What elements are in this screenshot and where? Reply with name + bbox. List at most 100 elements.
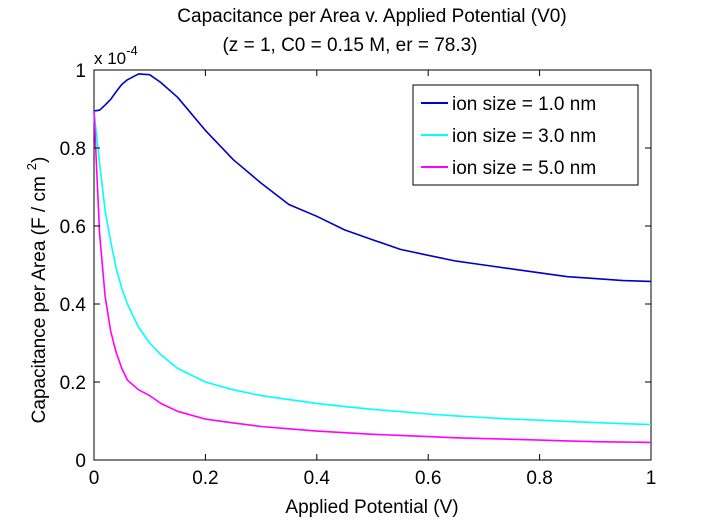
series-2-point [160, 354, 162, 356]
series-1-point [177, 97, 179, 99]
series-3-point [260, 426, 262, 428]
series-1-point [455, 260, 457, 262]
series-3-point [650, 442, 652, 444]
series-3-point [104, 295, 106, 297]
series-2-point [288, 399, 290, 401]
x-tick-label: 0 [89, 468, 100, 489]
series-3-point [116, 352, 118, 354]
series-2-point [567, 421, 569, 423]
series-2-point [121, 288, 123, 290]
series-3-point [121, 368, 123, 370]
series-3-point [316, 430, 318, 432]
series-1-point [160, 82, 162, 84]
series-1-point [205, 130, 207, 132]
series-3-point [622, 441, 624, 443]
series-3-point [455, 437, 457, 439]
series-2-point [650, 424, 652, 426]
chart-title: Capacitance per Area v. Applied Potentia… [177, 6, 566, 27]
series-line-2 [93, 110, 652, 426]
series-2-point [99, 163, 101, 165]
series-2-point [127, 303, 129, 305]
series-3-point [372, 434, 374, 436]
series-1-point [539, 272, 541, 274]
series-2-point [511, 418, 513, 420]
series-2-point [177, 368, 179, 370]
series-3-point [511, 439, 513, 441]
series-2-point [344, 406, 346, 408]
chart-subtitle: (z = 1, C0 = 0.15 M, er = 78.3) [222, 35, 477, 56]
series-3-point [344, 432, 346, 434]
series-1-point [260, 182, 262, 184]
series-1-point [483, 264, 485, 266]
legend-entry-2: ion size = 3.0 nm [452, 126, 596, 147]
series-2-point [260, 395, 262, 397]
y-axis-label-main: Capacitance per Area (F / cm [29, 176, 50, 423]
series-3-point [233, 422, 235, 424]
y-tick-label: 0.2 [60, 373, 86, 394]
series-2-point [316, 403, 318, 405]
series-lines [93, 73, 652, 444]
series-1-point [316, 216, 318, 218]
legend-entry-1: ion size = 1.0 nm [452, 94, 596, 115]
y-exponent-base: x 10 [94, 49, 126, 68]
series-3-point [177, 411, 179, 413]
series-2-point [233, 389, 235, 391]
y-axis-label-superscript: 2 [24, 163, 39, 170]
series-1-point [99, 109, 101, 111]
y-tick-label: 0.8 [60, 139, 86, 160]
series-3-point [539, 439, 541, 441]
series-3-point [288, 428, 290, 430]
series-1-point [400, 249, 402, 251]
series-3-point [138, 389, 140, 391]
legend: ion size = 1.0 nm ion size = 3.0 nm ion … [412, 84, 639, 186]
x-tick-label: 0.6 [415, 468, 441, 489]
series-3-point [149, 395, 151, 397]
y-tick-label: 0 [75, 451, 86, 472]
x-tick-label: 0.2 [192, 468, 218, 489]
series-2-point [400, 411, 402, 413]
series-line-3 [93, 110, 652, 444]
series-2-point [483, 417, 485, 419]
series-3-point [567, 440, 569, 442]
x-axis-label: Applied Potential (V) [285, 497, 458, 518]
axis-ticks: 0 0.2 0.4 0.6 0.8 1 0 0.2 0.4 0.6 0.8 1 [60, 61, 657, 489]
y-axis-label: Capacitance per Area (F / cm 2) [24, 157, 50, 424]
legend-entry-3: ion size = 5.0 nm [452, 158, 596, 179]
x-tick-label: 1 [646, 468, 657, 489]
series-3-point [427, 436, 429, 438]
series-2-point [622, 423, 624, 425]
x-tick-label: 0.8 [526, 468, 552, 489]
series-3-point [93, 110, 95, 112]
series-1-point [650, 281, 652, 283]
y-exponent-power: -4 [126, 43, 138, 58]
series-2-point [372, 409, 374, 411]
series-3-point [160, 403, 162, 405]
series-1-point [288, 204, 290, 206]
series-3-point [595, 441, 597, 443]
y-axis-label-close: ) [29, 157, 50, 163]
series-2-point [138, 327, 140, 329]
series-1-point [567, 276, 569, 278]
y-tick-label: 1 [75, 61, 86, 82]
series-2-point [116, 268, 118, 270]
series-1-point [233, 159, 235, 161]
series-line-1 [93, 73, 652, 283]
series-2-point [595, 422, 597, 424]
series-1-point [149, 74, 151, 76]
legend-box [412, 84, 639, 186]
y-tick-label: 0.6 [60, 217, 86, 238]
x-tick-label: 0.4 [304, 468, 331, 489]
series-3-point [99, 233, 101, 235]
series-3-point [400, 435, 402, 437]
series-2-point [539, 419, 541, 421]
series-3-point [483, 438, 485, 440]
series-1-point [344, 229, 346, 231]
series-3-point [110, 331, 112, 333]
series-1-point [622, 280, 624, 282]
series-1-point [127, 79, 129, 81]
series-1-point [116, 91, 118, 93]
series-1-point [138, 73, 140, 75]
series-2-point [427, 413, 429, 415]
series-1-point [372, 239, 374, 241]
